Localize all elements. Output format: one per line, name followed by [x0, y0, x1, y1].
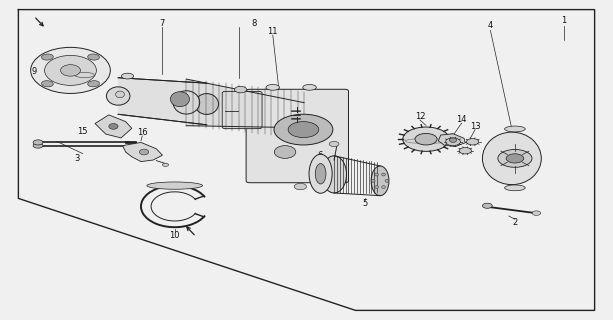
Ellipse shape — [109, 124, 118, 129]
Text: 7: 7 — [160, 20, 165, 28]
Ellipse shape — [371, 179, 375, 182]
Ellipse shape — [309, 154, 332, 193]
Text: 6: 6 — [318, 151, 322, 160]
Ellipse shape — [88, 81, 99, 87]
Circle shape — [506, 154, 524, 163]
Circle shape — [466, 139, 479, 145]
Text: 10: 10 — [169, 231, 180, 240]
Ellipse shape — [147, 182, 202, 189]
Ellipse shape — [295, 109, 313, 122]
Circle shape — [446, 138, 460, 146]
Ellipse shape — [61, 65, 80, 76]
Text: 9: 9 — [31, 68, 36, 76]
Polygon shape — [123, 142, 162, 162]
Ellipse shape — [315, 164, 326, 184]
Circle shape — [532, 211, 541, 215]
Circle shape — [415, 133, 437, 145]
Ellipse shape — [31, 47, 110, 93]
Text: 2: 2 — [512, 218, 517, 227]
Circle shape — [234, 86, 246, 93]
Ellipse shape — [382, 173, 386, 176]
Ellipse shape — [170, 92, 189, 107]
Polygon shape — [438, 134, 465, 147]
Circle shape — [329, 141, 339, 147]
Circle shape — [274, 114, 333, 145]
Ellipse shape — [162, 163, 169, 166]
Ellipse shape — [303, 84, 316, 90]
Ellipse shape — [173, 91, 200, 114]
Ellipse shape — [33, 140, 43, 145]
Text: 3: 3 — [74, 154, 79, 163]
Text: 4: 4 — [488, 21, 493, 30]
Circle shape — [403, 127, 449, 151]
Circle shape — [288, 122, 319, 138]
Ellipse shape — [116, 91, 124, 98]
Text: 11: 11 — [267, 28, 278, 36]
Ellipse shape — [449, 138, 457, 142]
Ellipse shape — [195, 93, 218, 115]
FancyBboxPatch shape — [246, 89, 348, 183]
Polygon shape — [118, 78, 207, 125]
Polygon shape — [95, 115, 132, 138]
Ellipse shape — [107, 87, 130, 105]
Ellipse shape — [371, 166, 389, 196]
Text: 5: 5 — [362, 199, 367, 208]
Ellipse shape — [375, 186, 378, 188]
Ellipse shape — [266, 84, 280, 90]
FancyBboxPatch shape — [223, 92, 262, 129]
Ellipse shape — [504, 185, 525, 191]
Ellipse shape — [33, 143, 43, 148]
Ellipse shape — [482, 132, 541, 185]
Ellipse shape — [382, 186, 386, 188]
Text: 8: 8 — [252, 20, 257, 28]
Ellipse shape — [504, 126, 525, 132]
Text: 16: 16 — [137, 128, 148, 137]
Text: 12: 12 — [414, 112, 425, 121]
Ellipse shape — [42, 54, 53, 60]
Ellipse shape — [88, 54, 99, 60]
Ellipse shape — [121, 73, 134, 79]
Ellipse shape — [140, 149, 149, 155]
Ellipse shape — [42, 81, 53, 87]
Circle shape — [498, 149, 532, 167]
Circle shape — [459, 148, 471, 154]
Ellipse shape — [375, 173, 378, 176]
Text: 14: 14 — [456, 116, 467, 124]
Ellipse shape — [45, 55, 96, 85]
Ellipse shape — [482, 203, 492, 208]
Text: 15: 15 — [77, 127, 88, 136]
Polygon shape — [186, 79, 304, 128]
Circle shape — [294, 183, 306, 190]
Ellipse shape — [322, 156, 346, 193]
Text: 1: 1 — [562, 16, 566, 25]
Text: 13: 13 — [470, 122, 481, 131]
Ellipse shape — [385, 179, 389, 182]
Ellipse shape — [274, 146, 296, 158]
